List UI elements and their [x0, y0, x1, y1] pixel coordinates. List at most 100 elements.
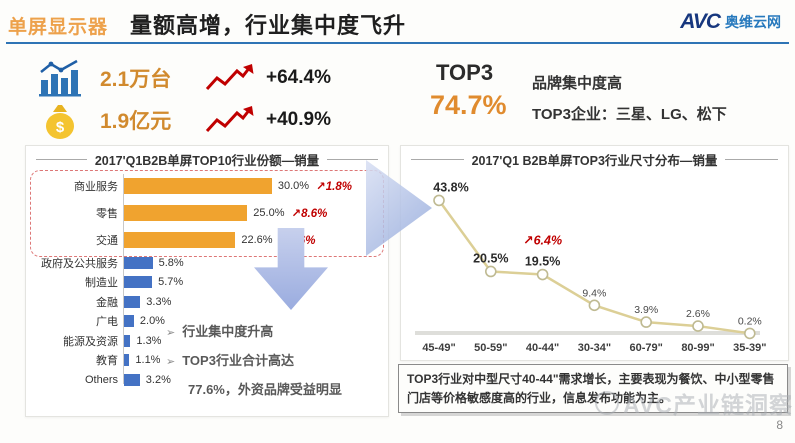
bar-value-label: 3.3%	[146, 295, 172, 308]
data-point-marker	[485, 265, 497, 278]
data-point-marker	[692, 320, 704, 332]
bar	[124, 354, 130, 367]
stat-revenue: $ 1.9亿元 +40.9%	[36, 100, 331, 140]
bar-change-label: ↗1.8%	[316, 180, 352, 193]
insight-bullets: 行业集中度升高 TOP3行业合计高达 77.6%，外资品牌受益明显	[166, 318, 381, 403]
watermark-logo-icon	[595, 391, 620, 415]
line-chart-title: 2017'Q1 B2B单屏TOP3行业尺寸分布—销量	[401, 146, 788, 170]
bar	[124, 231, 236, 248]
bar-chart-panel: 2017'Q1B2B单屏TOP10行业份额—销量 商业服务 30.0% ↗1.8% 零…	[25, 145, 389, 417]
bar-row: 制造业 5.7%	[32, 273, 382, 293]
logo-name: 奥维云网	[725, 14, 781, 30]
bar	[124, 177, 272, 194]
bar-category-label: 制造业	[85, 277, 118, 290]
watermark-text: AVC产业链洞察	[623, 392, 793, 418]
top3-value: 74.7%	[430, 90, 507, 120]
bar-value-label: 30.0%	[277, 179, 310, 192]
line-change-annotation: ↗6.4%	[523, 234, 562, 248]
bar	[124, 373, 140, 386]
data-point-label: 0.2%	[738, 315, 762, 327]
bar-row: 零售 25.0% ↗8.6%	[32, 199, 382, 226]
bar-category-label: Others	[84, 373, 118, 386]
data-point-label: 19.5%	[525, 255, 560, 269]
bar-value-label: 1.3%	[136, 334, 162, 347]
avc-logo: AVC 奥维云网	[680, 10, 781, 34]
bar-row: Others 3.2%	[32, 370, 382, 390]
bar-chart-icon	[39, 59, 81, 97]
x-axis-tick-label: 35-39"	[733, 342, 766, 354]
data-point-label: 9.4%	[582, 287, 606, 299]
stat-volume: 2.1万台 +64.4%	[36, 58, 331, 98]
bar	[124, 276, 153, 289]
volume-value: 2.1万台	[100, 68, 172, 91]
data-point-marker	[536, 268, 549, 281]
bar-row: 政府及公共服务 5.8%	[32, 253, 382, 273]
revenue-value: 1.9亿元	[100, 110, 172, 133]
bar-category-label: 金融	[96, 296, 118, 309]
bar-category-label: 商业服务	[74, 180, 118, 193]
bar-category-label: 广电	[96, 316, 118, 329]
bar-value-label: 2.0%	[139, 315, 165, 328]
bar-row: 金融 3.3%	[32, 292, 382, 312]
top3-line2: TOP3企业：三星、LG、松下	[532, 106, 727, 123]
bar-value-label: 5.7%	[158, 276, 184, 289]
bullet-item: 77.6%，外资品牌受益明显	[188, 382, 342, 397]
money-bag-icon: $	[46, 105, 74, 139]
bar-value-label: 22.6%	[241, 233, 273, 246]
data-point-label: 20.5%	[473, 251, 508, 265]
data-point-label: 2.6%	[686, 308, 710, 320]
bar	[124, 315, 134, 328]
bullet-item: 行业集中度升高	[166, 318, 381, 347]
page-number: 8	[776, 418, 783, 432]
data-point-marker	[743, 327, 756, 340]
x-axis-tick-label: 40-44"	[526, 342, 559, 354]
logo-abbr: AVC	[680, 10, 721, 33]
x-axis-tick-label: 80-99"	[681, 342, 714, 354]
bar-category-label: 交通	[96, 234, 118, 247]
x-axis-baseline	[415, 331, 760, 335]
bar-value-label: 5.8%	[158, 256, 184, 269]
svg-text:$: $	[56, 119, 65, 136]
data-point-marker	[640, 316, 652, 328]
x-axis-tick-label: 45-49"	[422, 342, 455, 354]
bar-change-label: ↗8.6%	[291, 207, 328, 220]
bar-row: 商业服务 30.0% ↗1.8%	[32, 172, 382, 199]
data-point-marker	[588, 299, 601, 312]
bullet-item: TOP3行业合计高达	[166, 347, 381, 376]
line-chart-panel: 2017'Q1 B2B单屏TOP3行业尺寸分布—销量 43.8% 20.5% 19.…	[400, 145, 789, 361]
volume-change: +64.4%	[266, 67, 331, 88]
bar	[124, 295, 141, 308]
bar	[124, 256, 153, 269]
bar-value-label: 1.1%	[135, 354, 161, 367]
revenue-change: +40.9%	[266, 109, 331, 130]
bar-row: 教育 1.1%	[32, 351, 382, 371]
top3-line1: 品牌集中度高	[532, 75, 623, 92]
bar-category-label: 零售	[96, 207, 118, 220]
trend-up-icon	[205, 64, 254, 91]
bar	[124, 334, 131, 347]
bar-category-label: 政府及公共服务	[41, 257, 118, 270]
bar	[124, 204, 248, 221]
page-title: 量额高增，行业集中度飞升	[130, 13, 407, 38]
bar-value-label: 3.2%	[145, 373, 171, 386]
watermark: AVC产业链洞察	[595, 386, 793, 420]
trend-up-icon	[205, 106, 254, 133]
bar-row: 能源及资源 1.3%	[32, 331, 382, 351]
data-point-marker	[433, 194, 445, 207]
data-point-label: 3.9%	[634, 304, 658, 316]
bar-chart-title: 2017'Q1B2B单屏TOP10行业份额—销量	[26, 146, 388, 170]
bar-category-label: 教育	[96, 355, 118, 368]
bar-category-label: 能源及资源	[63, 335, 118, 348]
note-box: TOP3行业对中型尺寸40-44"需求增长，主要表现为餐饮、中小型零售门店等价格…	[398, 364, 788, 414]
bar-row: 广电 2.0%	[32, 312, 382, 332]
line-chart: 43.8% 20.5% 19.5% 9.4% 3.9% 2.6% 0.2% ↗6.4% 45-4…	[415, 180, 766, 354]
x-axis-tick-label: 50-59"	[474, 342, 507, 354]
page-tag: 单屏显示器	[8, 17, 109, 38]
data-point-label: 43.8%	[433, 180, 468, 194]
top3-label: TOP3	[436, 60, 494, 85]
bar-axis-line	[123, 174, 124, 384]
header-divider	[6, 42, 789, 44]
x-axis-tick-label: 60-79"	[630, 342, 663, 354]
